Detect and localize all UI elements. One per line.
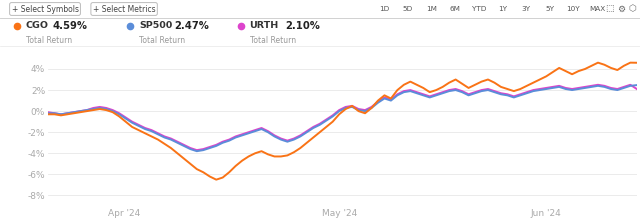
Text: 2.47%: 2.47% xyxy=(174,21,209,31)
Text: Total Return: Total Return xyxy=(250,36,296,45)
Text: 3Y: 3Y xyxy=(522,6,531,12)
Text: MAX: MAX xyxy=(589,6,605,12)
Text: 1D: 1D xyxy=(379,6,389,12)
Text: YTD: YTD xyxy=(472,6,486,12)
Text: ⚙: ⚙ xyxy=(617,4,625,13)
Text: CGO: CGO xyxy=(26,21,49,30)
Text: 6M: 6M xyxy=(450,6,460,12)
Text: 1M: 1M xyxy=(426,6,436,12)
Text: URTH: URTH xyxy=(250,21,279,30)
Text: 1Y: 1Y xyxy=(498,6,507,12)
Text: + Select Metrics: + Select Metrics xyxy=(93,4,156,13)
Text: 5D: 5D xyxy=(403,6,413,12)
Text: Total Return: Total Return xyxy=(26,36,72,45)
Text: 2.10%: 2.10% xyxy=(285,21,319,31)
Text: 4.59%: 4.59% xyxy=(52,21,88,31)
Text: 5Y: 5Y xyxy=(545,6,554,12)
Text: SP500: SP500 xyxy=(139,21,172,30)
Text: + Select Symbols: + Select Symbols xyxy=(12,4,79,13)
Text: ⬡: ⬡ xyxy=(628,4,636,13)
Text: ⬚: ⬚ xyxy=(605,4,614,13)
Text: Total Return: Total Return xyxy=(139,36,185,45)
Text: 10Y: 10Y xyxy=(566,6,580,12)
